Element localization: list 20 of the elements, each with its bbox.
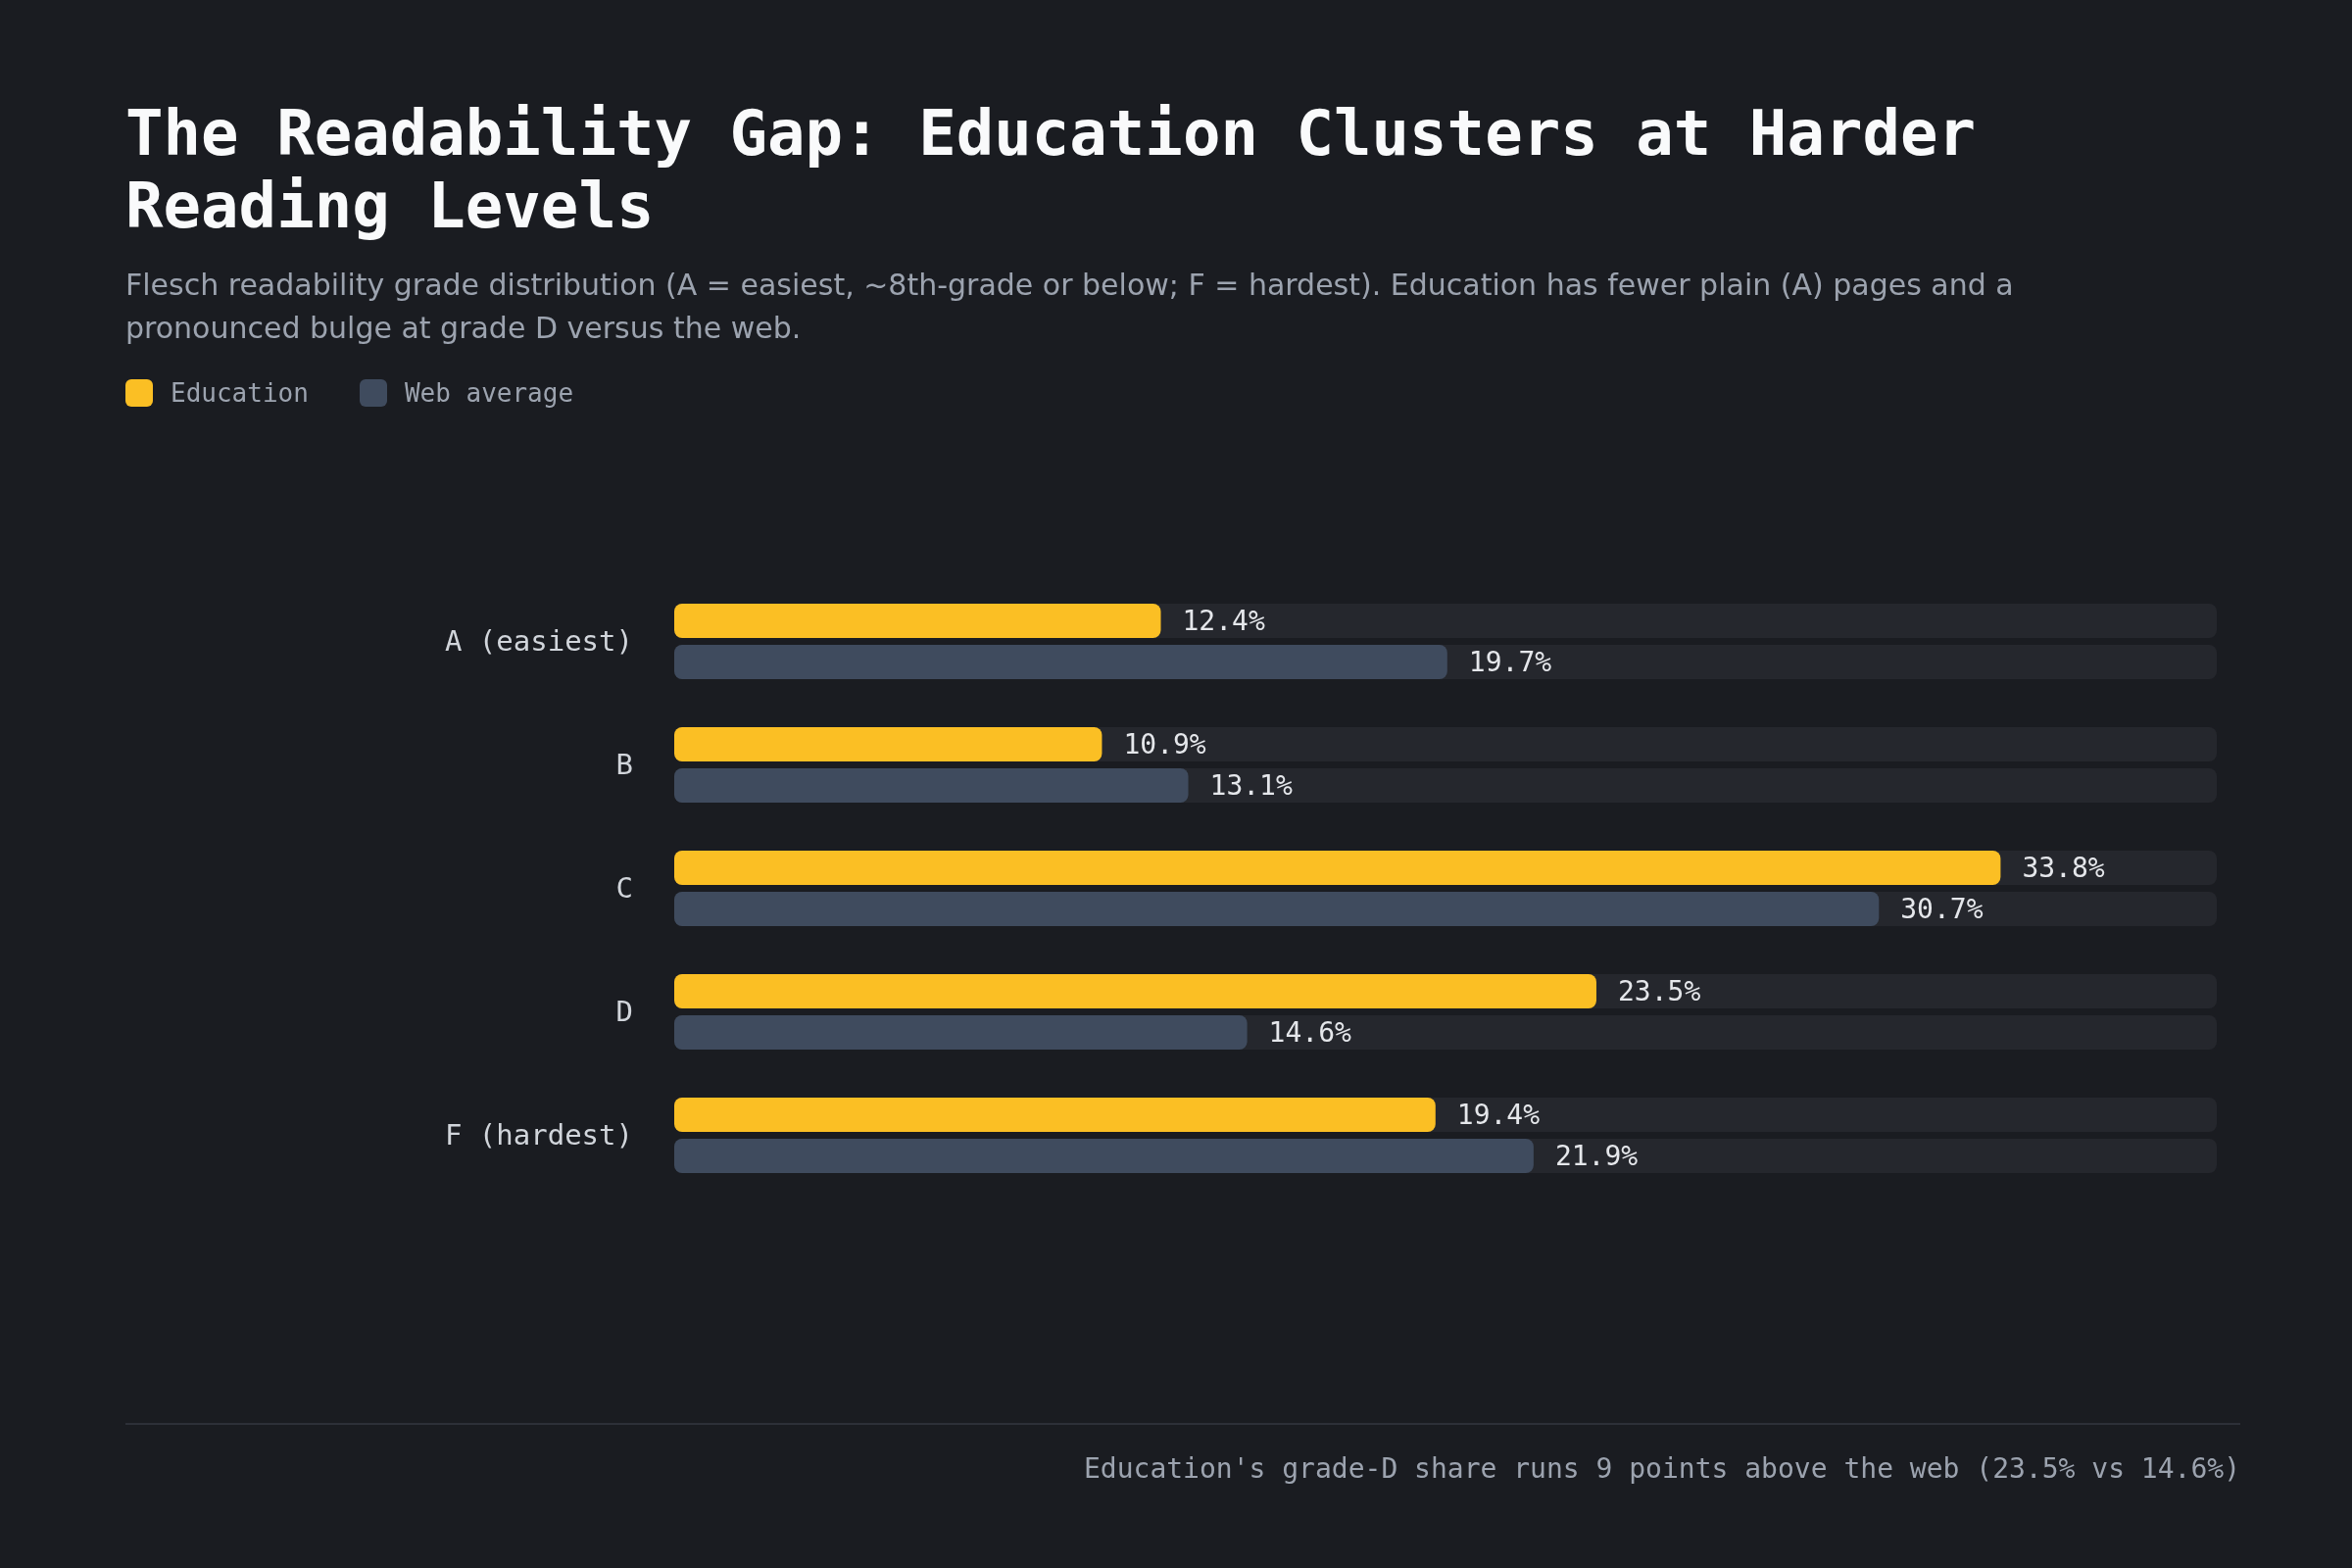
y-tick-label: A (easiest) [444,624,633,659]
data-label: 14.6% [1268,1016,1352,1050]
data-label: 21.9% [1554,1140,1639,1173]
data-label: 12.4% [1182,605,1265,638]
legend-label: Web average [404,378,574,409]
y-tick-label: D [615,995,633,1029]
chart-title: The Readability Gap: Education Clusters at Harder Reading Levels [125,97,1978,243]
data-label: 19.4% [1456,1099,1541,1132]
data-label: 23.5% [1617,975,1701,1008]
text: Education's grade-D share runs 9 points above the web (23.5% vs 14.6%) [1083,1452,2240,1485]
legend-label: Education [171,378,309,409]
y-tick-label: B [615,748,633,782]
y-tick-label: F (hardest) [444,1118,633,1152]
chart-subtitle: Flesch readability grade distribution (A = easiest, ~8th-grade or below; F = hardest). Education has fewer plain (A) pages and a pronounced bulge at grade D versus the web. [125,267,2015,347]
data-label: 30.7% [1900,893,1984,926]
data-label: 10.9% [1123,728,1206,761]
data-label: 33.8% [2022,852,2105,885]
data-label: 13.1% [1209,769,1293,803]
y-tick-label: C [615,871,633,906]
data-label: 19.7% [1468,646,1552,679]
